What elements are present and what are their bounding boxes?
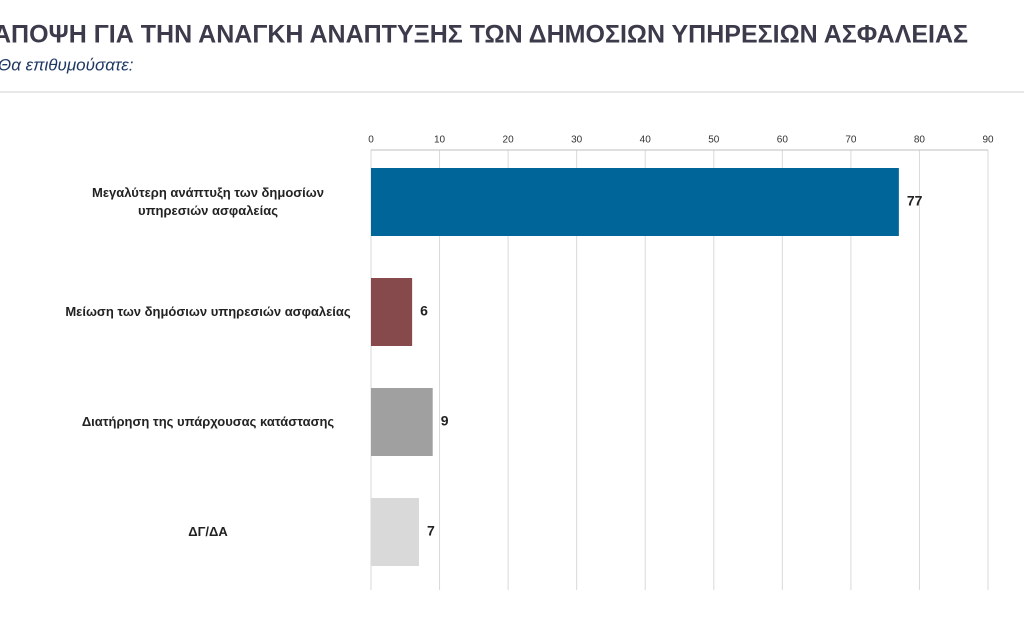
chart-subtitle: Θα επιθυμούσατε:: [0, 55, 134, 74]
value-label: 6: [420, 303, 428, 319]
x-tick-label: 40: [640, 135, 652, 146]
x-tick-label: 0: [368, 135, 374, 146]
x-tick-label: 50: [708, 135, 720, 146]
value-label: 9: [441, 413, 449, 429]
category-label: Μείωση των δημόσιων υπηρεσιών ασφαλείας: [65, 304, 351, 319]
x-tick-label: 10: [434, 135, 446, 146]
bar: [371, 498, 419, 566]
x-tick-label: 20: [503, 135, 515, 146]
x-tick-label: 90: [982, 135, 994, 146]
chart-title: ΑΠΟΨΗ ΓΙΑ ΤΗΝ ΑΝΑΓΚΗ ΑΝΑΠΤΥΞΗΣ ΤΩΝ ΔΗΜΟΣ…: [0, 21, 968, 49]
x-tick-label: 30: [571, 135, 583, 146]
bar: [371, 278, 413, 346]
category-label: Διατήρηση της υπάρχουσας κατάστασης: [81, 414, 335, 429]
x-tick-label: 70: [845, 135, 857, 146]
x-tick-label: 80: [914, 135, 926, 146]
value-label: 77: [907, 193, 923, 209]
category-label: ΔΓ/ΔΑ: [188, 524, 228, 539]
x-tick-label: 60: [777, 135, 789, 146]
category-label: Μεγαλύτερη ανάπτυξη των δημοσίων υπηρεσι…: [92, 185, 324, 218]
bar: [371, 388, 433, 456]
value-label: 7: [427, 523, 435, 539]
bar: [371, 168, 899, 236]
